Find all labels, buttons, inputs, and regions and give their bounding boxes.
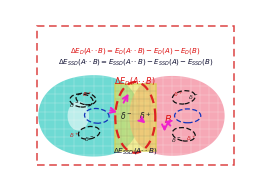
Ellipse shape	[68, 101, 89, 130]
Text: $\Delta E_{SSD}(A{\cdot\cdot}B)$: $\Delta E_{SSD}(A{\cdot\cdot}B)$	[113, 146, 158, 156]
Text: $\delta^-$: $\delta^-$	[84, 135, 94, 143]
Text: $\Delta E_{SSD}(A{\cdot\cdot}B)=E_{SSD}(A{\cdot\cdot}B)-E_{SSD}(A)-E_{SSD}(B)$: $\Delta E_{SSD}(A{\cdot\cdot}B)=E_{SSD}(…	[58, 57, 213, 67]
Text: $\Delta E_D(A{\cdot\cdot}B)=E_D(A{\cdot\cdot}B)-E_D(A)-E_D(B)$: $\Delta E_D(A{\cdot\cdot}B)=E_D(A{\cdot\…	[70, 46, 201, 56]
Text: $\delta^-$: $\delta^-$	[120, 110, 132, 121]
Text: $\delta^-$: $\delta^-$	[69, 101, 79, 109]
Text: $\delta^+$: $\delta^+$	[186, 135, 197, 143]
Text: $\delta^-$: $\delta^-$	[188, 93, 198, 101]
Text: $\delta^+$: $\delta^+$	[82, 90, 93, 99]
Text: $\delta^+$: $\delta^+$	[69, 131, 80, 140]
Text: $\delta^-$: $\delta^-$	[171, 136, 181, 144]
Polygon shape	[129, 76, 225, 156]
Text: $\delta^+$: $\delta^+$	[172, 90, 183, 99]
Text: $B$: $B$	[164, 113, 172, 125]
Text: $\Delta E_D(A{\cdot\cdot}B)$: $\Delta E_D(A{\cdot\cdot}B)$	[114, 76, 156, 88]
Polygon shape	[38, 75, 139, 156]
Text: $\delta^+$: $\delta^+$	[139, 110, 152, 122]
FancyBboxPatch shape	[115, 84, 156, 151]
